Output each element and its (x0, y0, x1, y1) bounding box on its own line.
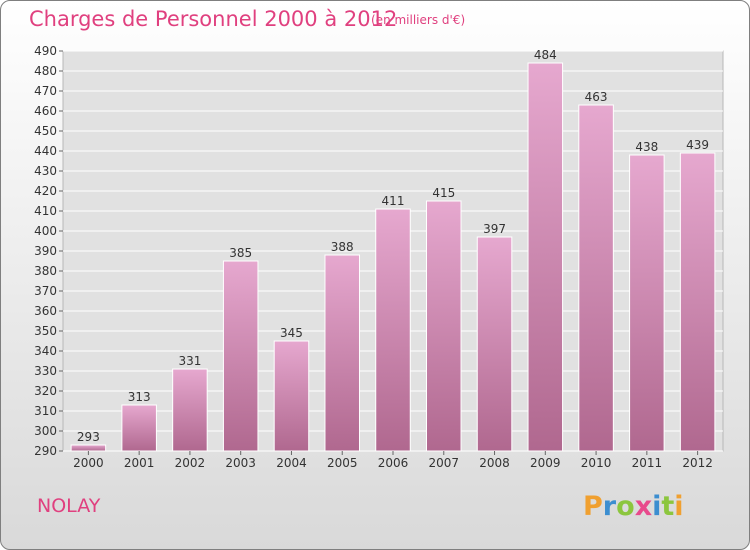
bar-value-label: 345 (280, 326, 303, 340)
chart-title: Charges de Personnel 2000 à 2012 (29, 7, 398, 31)
x-tick-label: 2004 (276, 456, 307, 470)
bar-value-label: 397 (483, 222, 506, 236)
chart-subtitle: (en milliers d'€) (371, 13, 466, 27)
bars-group: 293 313 331 385 345 388 411 415 397 484 463 438 439 (70, 48, 716, 452)
bar-2000 (70, 444, 107, 452)
y-tick-label: 360 (34, 304, 57, 318)
y-tick-label: 290 (34, 444, 57, 458)
y-tick-label: 460 (34, 104, 57, 118)
bar-2003 (222, 260, 259, 452)
y-tick-label: 400 (34, 224, 57, 238)
logo-letter: P (583, 491, 603, 522)
x-tick-label: 2001 (124, 456, 155, 470)
y-tick-label: 450 (34, 124, 57, 138)
bar-value-label: 331 (178, 354, 201, 368)
x-tick-label: 2010 (581, 456, 612, 470)
proxiti-logo: Proxiti (583, 491, 684, 522)
x-tick-label: 2008 (479, 456, 510, 470)
bar-value-label: 293 (77, 430, 100, 444)
y-tick-label: 350 (34, 324, 57, 338)
x-tick-label: 2003 (225, 456, 256, 470)
bar-2002 (172, 368, 208, 452)
x-tick-label: 2011 (632, 456, 663, 470)
logo-letter: x (634, 491, 653, 522)
y-tick-label: 440 (34, 144, 57, 158)
bar-2010 (578, 104, 614, 452)
y-tick-label: 330 (34, 364, 57, 378)
bar-value-label: 411 (382, 194, 405, 208)
y-tick-label: 490 (34, 44, 57, 58)
y-axis-ticks: 290 300 310 320 330 340 350 360 370 380 390 400 410 4… (34, 44, 63, 458)
x-tick-label: 2012 (682, 456, 713, 470)
commune-name: NOLAY (37, 495, 101, 517)
bar-2011 (629, 154, 665, 452)
bar-value-label: 385 (229, 246, 252, 260)
x-tick-label: 2006 (378, 456, 409, 470)
y-tick-label: 390 (34, 244, 57, 258)
bar-value-label: 438 (635, 140, 658, 154)
bar-2006 (375, 208, 411, 452)
y-tick-label: 340 (34, 344, 57, 358)
bar-value-label: 313 (128, 390, 151, 404)
logo-letter: i (652, 491, 662, 522)
bar-2001 (121, 404, 157, 452)
logo-letter: o (616, 491, 635, 522)
bar-value-label: 388 (331, 240, 354, 254)
bar-2008 (476, 236, 513, 452)
bar-2012 (679, 152, 716, 452)
x-tick-label: 2002 (175, 456, 206, 470)
y-tick-label: 480 (34, 64, 57, 78)
x-tick-label: 2009 (530, 456, 561, 470)
y-tick-label: 320 (34, 384, 57, 398)
y-tick-label: 300 (34, 424, 57, 438)
bar-value-label: 415 (432, 186, 455, 200)
x-tick-label: 2000 (73, 456, 104, 470)
bar-2005 (324, 254, 360, 452)
bar-2009 (527, 62, 564, 452)
y-tick-label: 410 (34, 204, 57, 218)
y-tick-label: 380 (34, 264, 57, 278)
y-tick-label: 370 (34, 284, 57, 298)
logo-letter: r (602, 491, 617, 522)
logo-letter: i (674, 491, 684, 522)
logo-letter: t (661, 491, 675, 522)
x-axis-ticks: 2000 2001 2002 2003 2004 2005 2006 2007 2008 2009… (73, 451, 713, 470)
x-tick-label: 2007 (428, 456, 459, 470)
bar-value-label: 484 (534, 48, 557, 62)
x-tick-label: 2005 (327, 456, 358, 470)
y-tick-label: 420 (34, 184, 57, 198)
y-tick-label: 310 (34, 404, 57, 418)
bar-value-label: 463 (585, 90, 608, 104)
y-tick-label: 430 (34, 164, 57, 178)
bar-2007 (426, 200, 462, 452)
y-tick-label: 470 (34, 84, 57, 98)
bar-value-label: 439 (686, 138, 709, 152)
bar-2004 (273, 340, 310, 452)
